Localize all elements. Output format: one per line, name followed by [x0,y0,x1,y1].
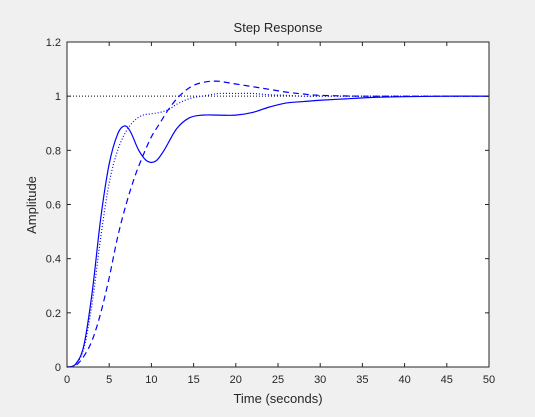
x-tick-label: 35 [356,374,368,386]
y-tick-label: 0.8 [46,145,61,157]
y-tick-label: 0.6 [46,200,61,212]
x-tick-label: 25 [272,374,284,386]
y-tick-label: 0.2 [46,308,61,320]
series-line-dotted [66,92,489,368]
x-tick-label: 50 [483,374,495,386]
x-tick-label: 0 [64,374,70,386]
x-tick-label: 10 [145,374,157,386]
x-tick-label: 40 [398,374,410,386]
y-tick-label: 1 [55,91,61,103]
x-axis-title: Time (seconds) [233,391,322,406]
y-tick-label: 0 [55,362,61,374]
x-tick-label: 5 [106,374,112,386]
x-tick-label: 15 [187,374,199,386]
y-axis-title: Amplitude [24,176,39,234]
chart-title: Step Response [234,20,323,35]
y-tick-label: 1.2 [46,37,61,49]
x-tick-label: 30 [314,374,326,386]
y-tick-label: 0.4 [46,254,61,266]
ticks-layer: 0 5 10 15 20 25 30 35 40 45 50 0 0.2 0.4 0.6 0.8 1 1.2 [46,37,495,386]
x-tick-label: 45 [441,374,453,386]
x-tick-label: 20 [230,374,242,386]
series-layer [66,80,490,368]
series-line-dashed [66,80,489,368]
series-line-solid [66,95,490,368]
